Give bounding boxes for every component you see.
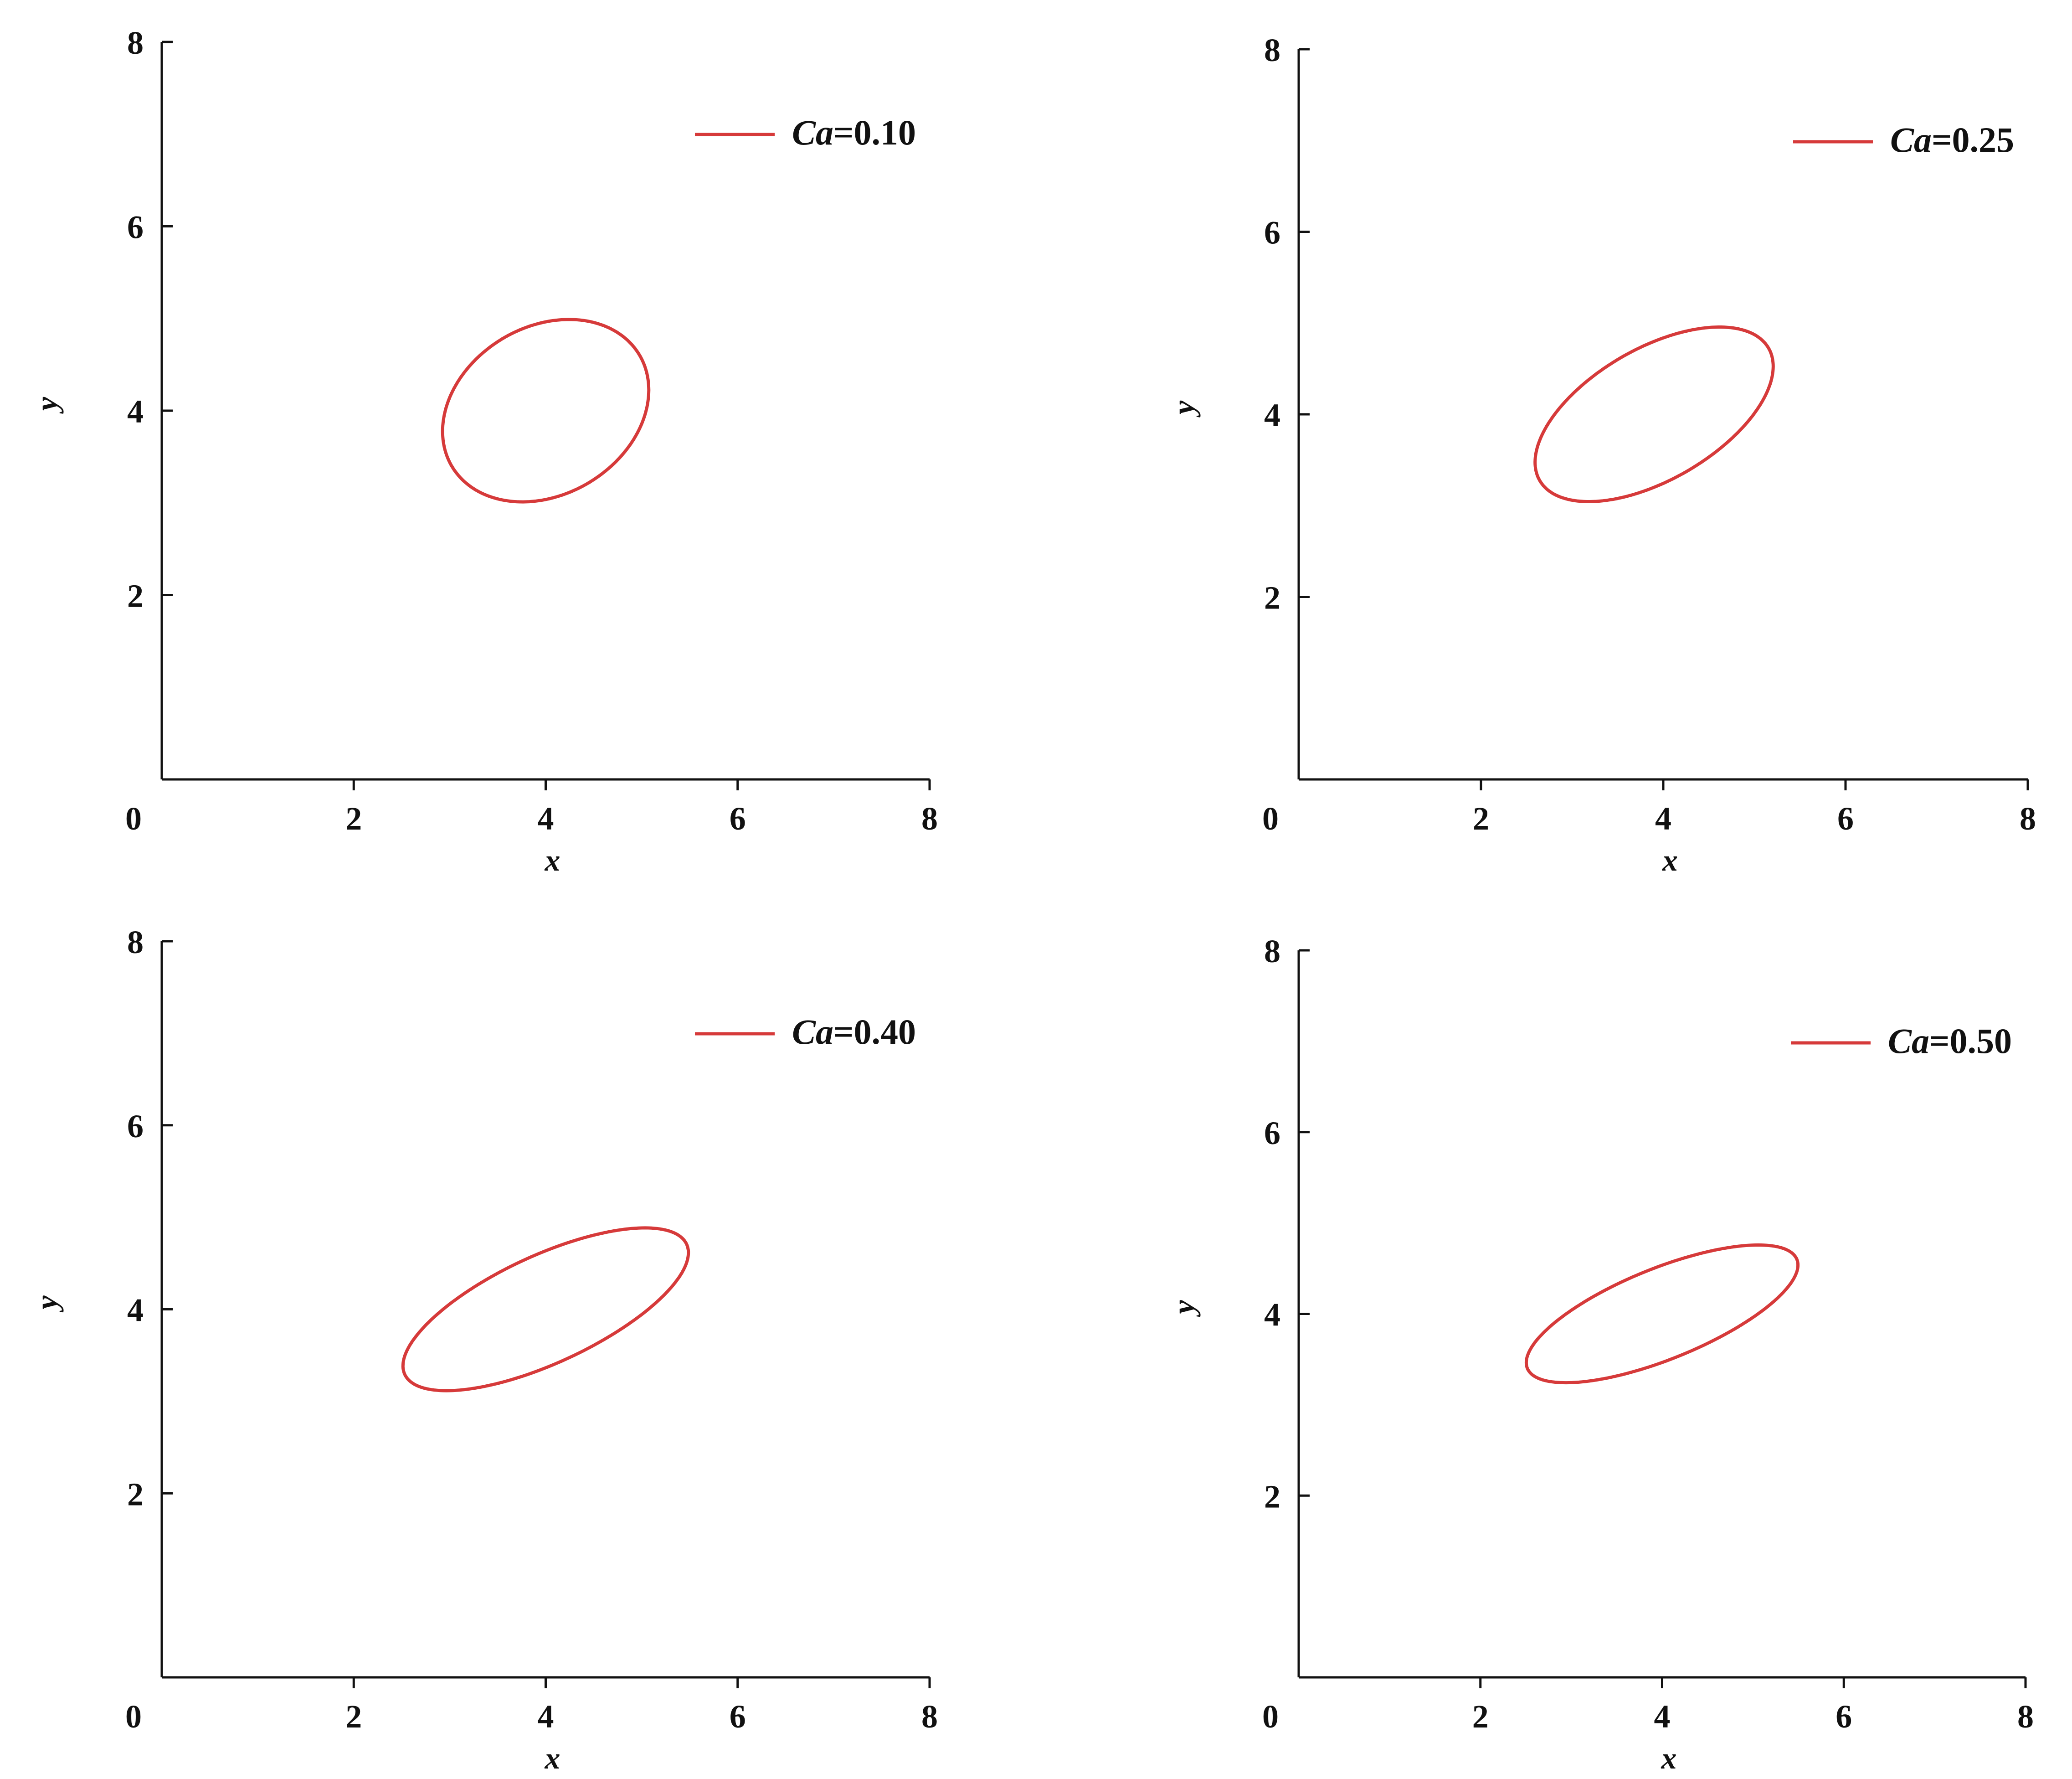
x-tick-label: 8 [921, 1698, 938, 1735]
x-tick-label: 6 [1835, 1698, 1852, 1735]
x-tick-label: 6 [730, 1698, 746, 1735]
x-tick-label: 0 [125, 1698, 142, 1735]
legend-label: Ca=0.40 [792, 1012, 916, 1052]
x-tick-label: 8 [921, 800, 938, 837]
x-tick-label: 6 [1837, 800, 1854, 837]
x-tick-label: 2 [345, 1698, 362, 1735]
y-tick-label: 2 [1264, 1478, 1280, 1515]
y-tick-label: 4 [127, 1292, 144, 1329]
y-tick-label: 8 [1264, 32, 1280, 68]
y-tick-label: 4 [127, 393, 144, 430]
y-tick-label: 6 [127, 1108, 144, 1145]
panel-1: 0 2 4 6 8 2 4 6 8 x y Ca=0.10 [29, 25, 938, 877]
x-axis-title: x [545, 1741, 560, 1775]
x-tick-label: 8 [2017, 1698, 2034, 1735]
y-axis-title: y [29, 397, 64, 414]
droplet-interface-curve [441, 318, 651, 504]
y-axis-title: y [1166, 1300, 1201, 1317]
legend-value: =0.25 [1932, 120, 2014, 160]
legend-variable: Ca [792, 113, 833, 152]
x-axis-title: x [1662, 843, 1678, 877]
droplet-interface-curve [401, 1226, 690, 1392]
y-tick-label: 2 [127, 1476, 144, 1512]
y-tick-label: 8 [1264, 933, 1280, 969]
legend-variable: Ca [792, 1012, 833, 1052]
legend-value: =0.40 [833, 1012, 916, 1052]
y-tick-label: 8 [127, 924, 144, 960]
y-axis-title: y [29, 1295, 64, 1313]
x-tick-label: 2 [1473, 800, 1489, 837]
y-tick-label: 4 [1264, 397, 1280, 433]
y-tick-label: 4 [1264, 1297, 1280, 1333]
x-axis-title: x [1661, 1741, 1677, 1775]
x-tick-label: 0 [1262, 1698, 1279, 1735]
legend-value: =0.10 [833, 113, 916, 152]
y-tick-label: 6 [1264, 1115, 1280, 1151]
y-tick-label: 8 [127, 25, 144, 61]
x-tick-label: 2 [1472, 1698, 1489, 1735]
x-tick-label: 8 [2020, 800, 2036, 837]
x-tick-label: 2 [345, 800, 362, 837]
x-tick-label: 4 [538, 800, 554, 837]
y-tick-label: 2 [1264, 580, 1280, 616]
y-tick-label: 6 [127, 209, 144, 246]
panel-3: 0 2 4 6 8 2 4 6 8 x y Ca=0.40 [29, 924, 938, 1775]
x-tick-label: 4 [1655, 800, 1671, 837]
legend-label: Ca=0.10 [792, 113, 916, 152]
legend-variable: Ca [1890, 120, 1932, 160]
x-tick-label: 4 [1654, 1698, 1671, 1735]
legend-value: =0.50 [1929, 1021, 2012, 1061]
x-tick-label: 0 [125, 800, 142, 837]
legend-label: Ca=0.50 [1888, 1021, 2012, 1061]
panel-2: 0 2 4 6 8 2 4 6 8 x y Ca=0.25 [1166, 32, 2036, 877]
droplet-interface-curve [1524, 1243, 1800, 1385]
panel-4: 0 2 4 6 8 2 4 6 8 x y Ca=0.50 [1166, 933, 2034, 1775]
y-tick-label: 6 [1264, 215, 1280, 251]
x-tick-label: 6 [730, 800, 746, 837]
x-tick-label: 4 [538, 1698, 554, 1735]
legend-variable: Ca [1888, 1021, 1929, 1061]
x-tick-label: 0 [1262, 800, 1279, 837]
legend-label: Ca=0.25 [1890, 120, 2014, 160]
x-axis-title: x [545, 843, 560, 877]
y-axis-title: y [1166, 400, 1201, 418]
droplet-interface-curve [1533, 325, 1775, 503]
y-tick-label: 2 [127, 578, 144, 614]
